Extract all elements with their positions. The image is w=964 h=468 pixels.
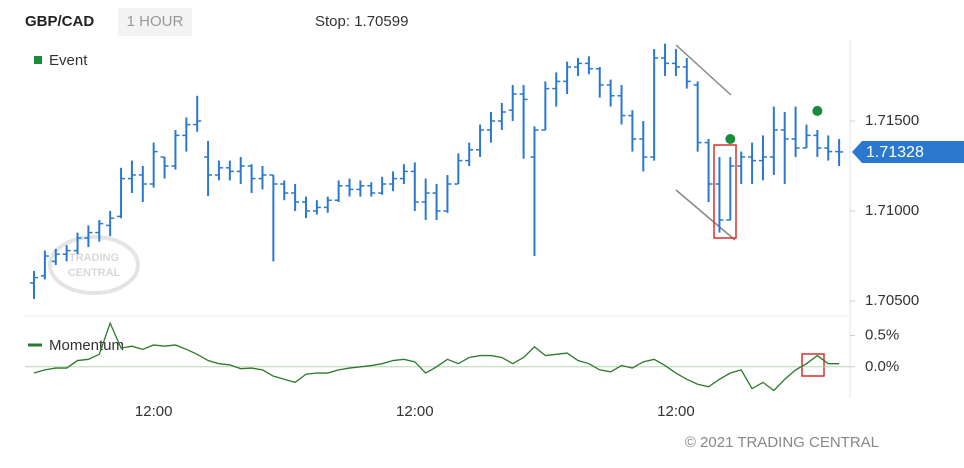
legend-swatch <box>34 56 42 64</box>
copyright: © 2021 TRADING CENTRAL <box>685 434 879 451</box>
highlight-box <box>801 353 825 377</box>
x-tick-label: 12:00 <box>396 403 434 420</box>
y-tick-label: 0.5% <box>865 327 899 344</box>
stop-level: Stop: 1.70599 <box>315 13 408 30</box>
last-price-label: 1.71328 <box>866 144 924 161</box>
event-marker <box>812 105 823 116</box>
highlight-box <box>713 144 737 239</box>
y-tick-label: 1.70500 <box>865 292 919 309</box>
trend-line <box>675 189 736 241</box>
x-tick-label: 12:00 <box>135 403 173 420</box>
watermark: TRADING <box>69 252 119 264</box>
last-price-marker <box>852 140 964 163</box>
trend-line <box>675 44 732 96</box>
interval: 1 HOUR <box>127 13 184 30</box>
y-tick-label: 0.0% <box>865 358 899 375</box>
watermark: CENTRAL <box>68 267 121 279</box>
momentum-line <box>33 321 840 392</box>
symbol: GBP/CAD <box>25 13 94 30</box>
y-tick-label: 1.71500 <box>865 112 919 129</box>
legend-label: Momentum <box>49 337 124 354</box>
y-tick-label: 1.71000 <box>865 202 919 219</box>
x-tick-label: 12:00 <box>657 403 695 420</box>
interval-badge <box>118 8 192 36</box>
watermark-logo <box>48 235 140 295</box>
event-marker <box>725 134 736 144</box>
legend-label: Event <box>49 52 88 69</box>
